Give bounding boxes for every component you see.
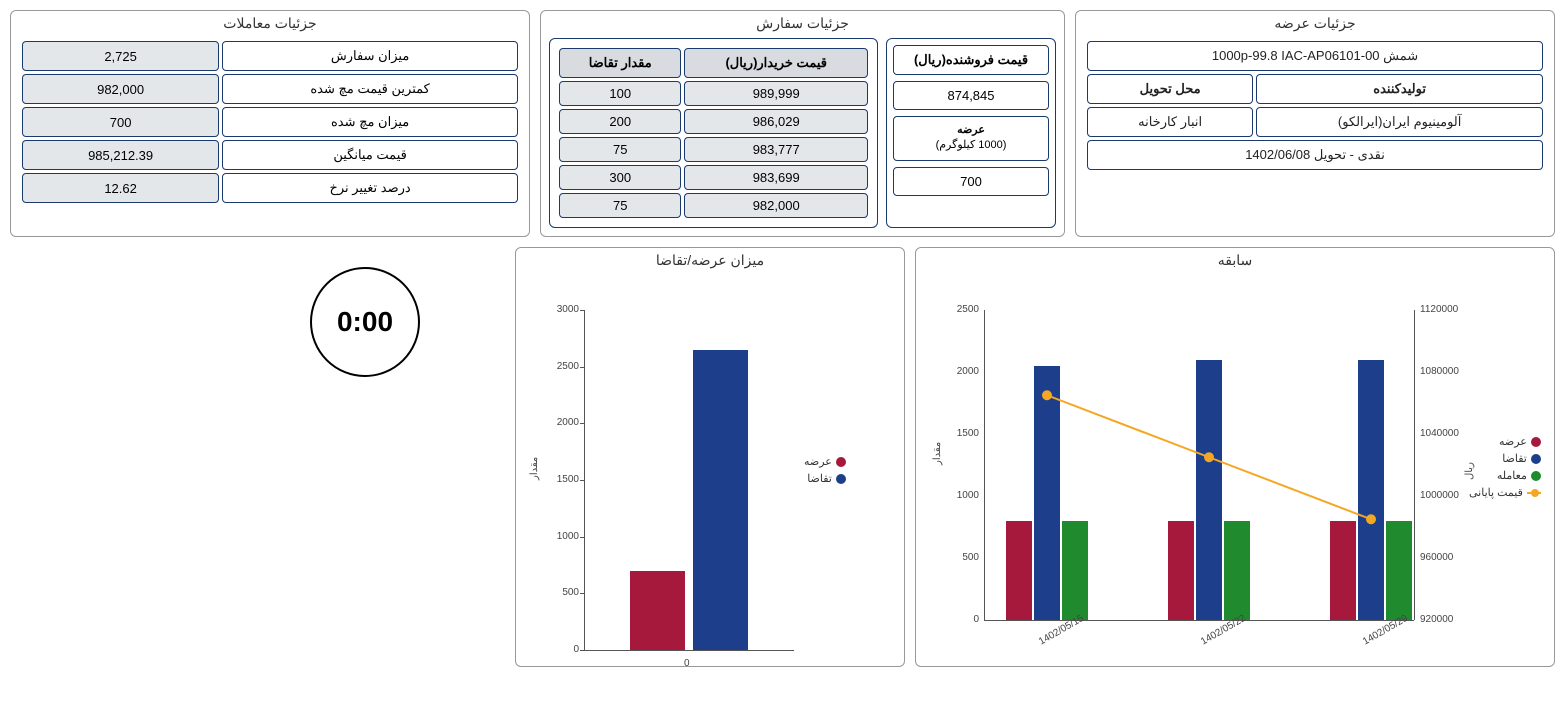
seller-column: قیمت فروشنده(ریال) 874,845 عرضه (1000 کی… [886, 38, 1056, 228]
buyer-row: 986,029200 [559, 109, 868, 134]
buyer-price: 982,000 [684, 193, 868, 218]
supply-label: عرضه [957, 124, 985, 136]
history-chart-panel: سابقه 0500100015002000250092000096000010… [915, 247, 1555, 667]
trans-label: میزان مچ شده [222, 107, 518, 137]
trans-value: 2,725 [22, 41, 219, 71]
supply-table: شمش 1000p-99.8 IAC-AP06101-00 تولیدکننده… [1084, 38, 1546, 173]
demand-qty-header: مقدار تقاضا [559, 48, 681, 78]
history-title: سابقه [924, 252, 1546, 269]
supply-qty: 700 [893, 167, 1049, 196]
buyer-row: 989,999100 [559, 81, 868, 106]
buyer-row: 983,77775 [559, 137, 868, 162]
product-name: شمش 1000p-99.8 IAC-AP06101-00 [1087, 41, 1543, 71]
buyer-table: قیمت خریدار(ریال) مقدار تقاضا 989,999100… [556, 45, 871, 221]
buyer-row: 983,699300 [559, 165, 868, 190]
producer-value: آلومینیوم ایران(ایرالکو) [1256, 107, 1543, 137]
history-legend: عرضهتقاضامعاملهقیمت پایانی [1469, 435, 1541, 503]
delivery-header: محل تحویل [1087, 74, 1253, 104]
transaction-details-panel: جزئیات معاملات میزان سفارش2,725کمترین قی… [10, 10, 530, 237]
buyer-price-header: قیمت خریدار(ریال) [684, 48, 868, 78]
supply-box: عرضه (1000 کیلوگرم) [893, 116, 1049, 161]
buyer-qty: 75 [559, 137, 681, 162]
trans-table: میزان سفارش2,725کمترین قیمت مچ شده982,00… [19, 38, 521, 206]
buyer-column: قیمت خریدار(ریال) مقدار تقاضا 989,999100… [549, 38, 878, 228]
bar-عرضه [630, 571, 685, 650]
trans-value: 12.62 [22, 173, 219, 203]
trans-value: 985,212.39 [22, 140, 219, 170]
trans-row: درصد تغییر نرخ12.62 [22, 173, 518, 203]
buyer-price: 983,699 [684, 165, 868, 190]
buyer-price: 983,777 [684, 137, 868, 162]
trans-label: قیمت میانگین [222, 140, 518, 170]
buyer-row: 982,00075 [559, 193, 868, 218]
supply-title: جزئیات عرضه [1084, 15, 1546, 32]
trans-row: میزان سفارش2,725 [22, 41, 518, 71]
buyer-qty: 100 [559, 81, 681, 106]
buyer-qty: 200 [559, 109, 681, 134]
trans-row: قیمت میانگین985,212.39 [22, 140, 518, 170]
timer-value: 0:00 [337, 306, 393, 338]
buyer-price: 989,999 [684, 81, 868, 106]
buyer-price: 986,029 [684, 109, 868, 134]
trans-title: جزئیات معاملات [19, 15, 521, 32]
history-bar [1062, 521, 1088, 620]
trans-value: 982,000 [22, 74, 219, 104]
settlement: نقدی - تحویل 1402/06/08 [1087, 140, 1543, 170]
buyer-qty: 300 [559, 165, 681, 190]
history-bar [1034, 366, 1060, 620]
supply-unit: (1000 کیلوگرم) [936, 139, 1007, 151]
trans-row: میزان مچ شده700 [22, 107, 518, 137]
bar-تقاضا [693, 350, 748, 650]
seller-price: 874,845 [893, 81, 1049, 110]
trans-label: میزان سفارش [222, 41, 518, 71]
order-details-panel: جزئیات سفارش قیمت فروشنده(ریال) 874,845 … [540, 10, 1065, 237]
timer-circle: 0:00 [310, 267, 420, 377]
trans-label: کمترین قیمت مچ شده [222, 74, 518, 104]
trans-row: کمترین قیمت مچ شده982,000 [22, 74, 518, 104]
buyer-qty: 75 [559, 193, 681, 218]
history-bar [1196, 360, 1222, 620]
order-title: جزئیات سفارش [549, 15, 1056, 32]
history-bar [1330, 521, 1356, 620]
trans-label: درصد تغییر نرخ [222, 173, 518, 203]
delivery-value: انبار کارخانه [1087, 107, 1253, 137]
history-bar [1006, 521, 1032, 620]
supply-demand-chart-panel: میزان عرضه/تقاضا 05001000150020002500300… [515, 247, 905, 667]
history-bar [1168, 521, 1194, 620]
supply-details-panel: جزئیات عرضه شمش 1000p-99.8 IAC-AP06101-0… [1075, 10, 1555, 237]
history-bar [1386, 521, 1412, 620]
sd-title: میزان عرضه/تقاضا [524, 252, 896, 269]
seller-price-label: قیمت فروشنده(ریال) [893, 45, 1049, 75]
sd-legend: عرضهتقاضا [804, 455, 846, 489]
history-bar [1358, 360, 1384, 620]
producer-header: تولیدکننده [1256, 74, 1543, 104]
history-bar [1224, 521, 1250, 620]
timer-panel: 0:00 [225, 247, 505, 667]
trans-value: 700 [22, 107, 219, 137]
